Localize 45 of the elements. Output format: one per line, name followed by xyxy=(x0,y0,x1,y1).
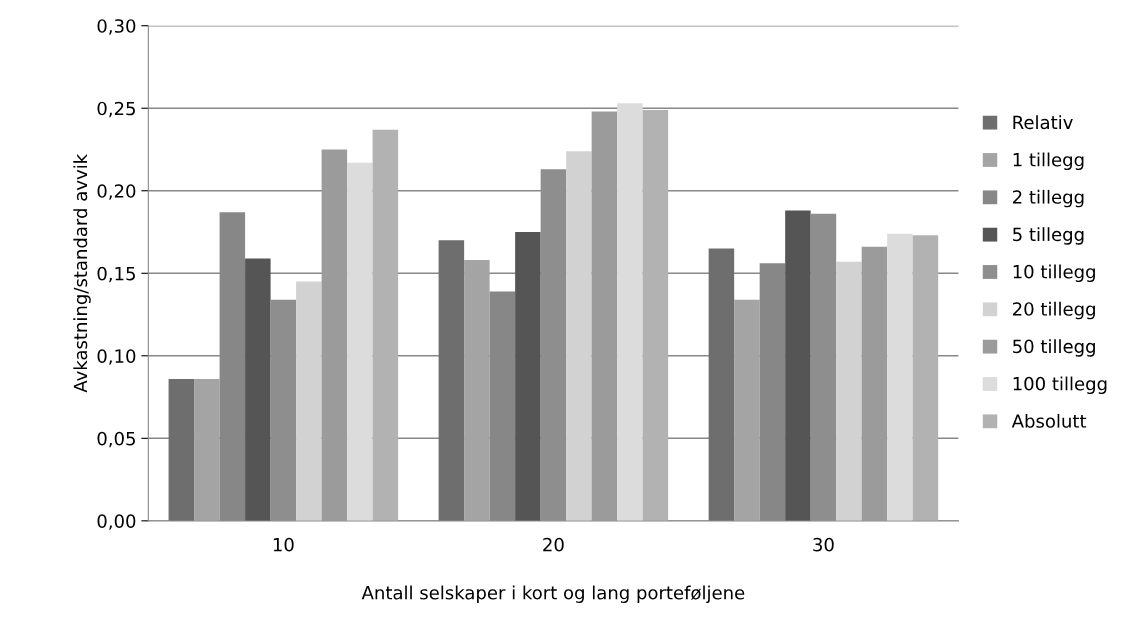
x-tick-label: 10 xyxy=(273,537,294,552)
y-tick-label: 0,20 xyxy=(97,184,136,200)
y-tick-label: 0,00 xyxy=(97,514,136,530)
bar xyxy=(785,210,811,521)
bar xyxy=(489,291,516,521)
legend-label: 10 tillegg xyxy=(1013,264,1095,283)
y-tick-label: 0,25 xyxy=(97,101,135,118)
x-axis-title: Antall selskaper i kort og lang porteføljene xyxy=(361,585,745,603)
bar xyxy=(912,235,939,521)
bar xyxy=(836,261,862,521)
bar xyxy=(296,281,322,521)
bar xyxy=(591,111,618,521)
legend-label: Relativ xyxy=(1013,115,1073,130)
x-tick-label: 30 xyxy=(813,537,834,552)
bar xyxy=(245,258,271,521)
y-tick-label: 0,05 xyxy=(97,431,135,448)
bar xyxy=(887,233,913,521)
bar xyxy=(194,378,220,521)
bar xyxy=(438,240,465,521)
x-tick-label: 20 xyxy=(543,537,564,552)
legend-label: 5 tillegg xyxy=(1013,227,1084,245)
bar xyxy=(372,129,399,521)
bar xyxy=(734,299,760,521)
bar xyxy=(321,149,348,521)
y-tick-label: 0,10 xyxy=(97,349,136,365)
bar xyxy=(708,248,735,521)
bar xyxy=(347,162,373,521)
bar xyxy=(861,246,888,521)
bar xyxy=(270,299,297,521)
bar xyxy=(168,378,195,521)
legend-label: Absolutt xyxy=(1011,413,1087,428)
bar xyxy=(642,109,669,521)
y-tick-label: 0,15 xyxy=(97,266,135,283)
y-axis-title: Avkastning/standard avvik xyxy=(73,153,91,393)
bar xyxy=(810,213,837,521)
bar xyxy=(617,103,643,521)
legend-label: 20 tillegg xyxy=(1013,301,1095,320)
legend-label: 2 tillegg xyxy=(1013,189,1084,208)
y-tick-label: 0,30 xyxy=(97,19,136,35)
legend-label: 50 tillegg xyxy=(1013,339,1095,357)
bar xyxy=(566,151,592,521)
legend-label: 100 tillegg xyxy=(1013,376,1107,395)
legend-label: 1 tillegg xyxy=(1013,152,1084,171)
bar xyxy=(515,232,541,521)
bar xyxy=(464,260,490,521)
